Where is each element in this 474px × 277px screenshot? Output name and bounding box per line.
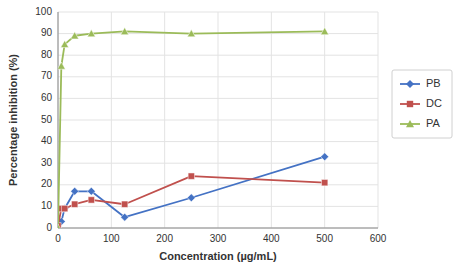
series-marker [187,194,195,202]
series-marker [87,30,95,37]
series-pa [58,27,329,228]
x-axis-label: Concentration (µg/mL) [159,250,277,262]
series-marker [321,153,329,161]
x-tick-label: 200 [156,233,173,244]
series-marker [71,187,79,195]
series-marker [121,27,129,34]
series-marker [88,197,94,203]
legend-marker [407,101,413,107]
y-tick-label: 100 [35,6,52,17]
series-marker [87,187,95,195]
series-marker [71,201,77,207]
series-marker [187,30,195,37]
chart-container: 0 10 20 30 40 50 60 70 80 90 100 0 100 200 300 400 500 60… [0,0,474,277]
y-tick-label: 70 [41,70,53,81]
plot-area [58,27,329,228]
x-tick-label: 100 [103,233,120,244]
y-axis-label: Percentage inhibition (%) [7,54,19,186]
series-marker [61,205,69,213]
series-marker [321,27,329,34]
series-marker [58,62,65,69]
x-grid-line [378,12,379,228]
x-grid-line [218,12,219,228]
chart-svg: 0 10 20 30 40 50 60 70 80 90 100 0 100 200 300 400 500 60… [0,0,474,277]
y-tick-label: 0 [46,222,52,233]
x-tick-label: 0 [55,233,61,244]
legend-marker [406,120,414,127]
x-grid-line [271,12,272,228]
y-tick-label: 30 [41,157,53,168]
x-grid-line [324,12,325,228]
legend: PB DC PA [392,70,452,138]
x-grid-line [164,12,165,228]
y-tick-label: 10 [41,200,53,211]
x-tick-label: 400 [263,233,280,244]
x-axis-line [58,228,378,229]
grid [58,12,378,228]
legend-frame [392,70,452,138]
legend-label: DC [426,97,442,109]
series-marker [121,213,129,221]
y-tick-label: 50 [41,114,53,125]
series-marker [61,205,67,211]
y-tick-label: 90 [41,27,53,38]
y-grid-line [58,228,378,229]
series-line [58,31,325,228]
series-marker [321,179,327,185]
x-tick-label: 600 [370,233,387,244]
y-tick-label: 40 [41,135,53,146]
legend-label: PA [426,117,441,129]
legend-label: PB [426,77,441,89]
series-marker [121,201,127,207]
series-line [58,157,325,228]
series-marker [58,224,62,228]
y-tick-label: 60 [41,92,53,103]
series-dc [58,173,328,228]
x-tick-label: 500 [316,233,333,244]
y-tick-label: 20 [41,178,53,189]
x-tick-label: 300 [210,233,227,244]
series-marker [61,40,69,47]
page: {"chart_data": {"type": "line", "x": [0,… [0,0,474,277]
series-marker [71,32,79,39]
series-pb [58,153,329,228]
series-marker [188,173,194,179]
x-grid-line [111,12,112,228]
series-line [58,176,325,226]
legend-marker [406,80,414,88]
y-tick-label: 80 [41,49,53,60]
